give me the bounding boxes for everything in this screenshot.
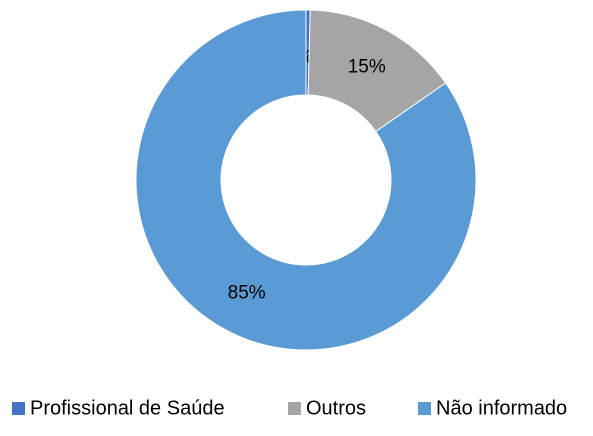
data-label: 85% xyxy=(228,282,266,303)
legend-label: Profissional de Saúde xyxy=(30,397,225,419)
legend-swatch xyxy=(288,402,301,415)
data-label: 15% xyxy=(348,56,386,77)
legend-label: Não informado xyxy=(436,397,567,419)
legend-swatch xyxy=(418,402,431,415)
donut-slice xyxy=(135,9,477,351)
legend-label: Outros xyxy=(306,397,366,419)
legend-swatch xyxy=(12,402,25,415)
